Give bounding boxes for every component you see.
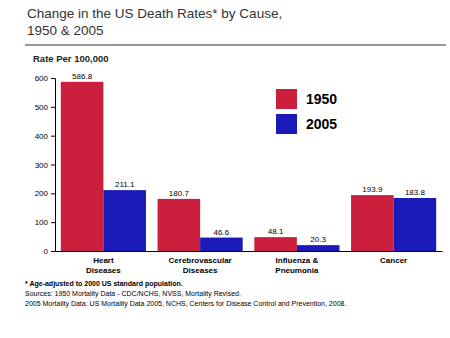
data-label: 586.8 bbox=[72, 72, 93, 81]
footnote: Sources: 1950 Mortality Data - CDC/NCHS,… bbox=[25, 290, 241, 298]
data-label: 180.7 bbox=[169, 189, 190, 198]
x-tick: HeartDiseases bbox=[86, 251, 121, 275]
data-label: 46.6 bbox=[214, 228, 230, 237]
x-axis: HeartDiseasesCerebrovascularDiseasesInfl… bbox=[56, 251, 443, 275]
bar bbox=[351, 195, 394, 251]
y-tick: 300 bbox=[35, 161, 55, 170]
data-label: 183.8 bbox=[405, 188, 426, 197]
x-tick-label: HeartDiseases bbox=[86, 256, 121, 275]
y-tick-label: 400 bbox=[35, 132, 49, 141]
y-tick-label: 500 bbox=[35, 103, 49, 112]
data-label: 20.3 bbox=[310, 235, 326, 244]
y-tick-label: 100 bbox=[35, 218, 49, 227]
bar bbox=[394, 198, 437, 251]
title-line: Change in the US Death Rates* by Cause, bbox=[27, 6, 282, 21]
y-tick-label: 0 bbox=[44, 247, 49, 256]
y-tick: 600 bbox=[35, 74, 55, 83]
x-tick: Influenza &Pneumonia bbox=[275, 251, 319, 275]
bar bbox=[254, 237, 297, 251]
bar bbox=[297, 245, 340, 251]
y-tick: 500 bbox=[35, 103, 55, 112]
legend-swatch bbox=[276, 114, 297, 134]
x-axis-line bbox=[56, 251, 443, 252]
data-label: 48.1 bbox=[268, 227, 284, 236]
footnote: * Age-adjusted to 2000 US standard popul… bbox=[25, 280, 183, 288]
x-tick-label-line: Heart bbox=[93, 256, 114, 265]
y-tick: 100 bbox=[35, 218, 55, 227]
legend: 1950 2005 bbox=[276, 89, 337, 134]
data-label: 193.9 bbox=[362, 185, 383, 194]
x-tick-label: Cancer bbox=[380, 256, 407, 265]
x-tick: Cancer bbox=[380, 251, 407, 265]
x-tick-label-line: Cerebrovascular bbox=[169, 256, 232, 265]
x-tick-label-line: Cancer bbox=[380, 256, 407, 265]
bar bbox=[61, 82, 104, 251]
footnote: 2005 Mortality Data: US Mortality Data 2… bbox=[25, 300, 346, 308]
title-line: 1950 & 2005 bbox=[27, 23, 104, 38]
bars bbox=[61, 82, 436, 251]
legend-item: 2005 bbox=[276, 114, 337, 134]
data-label: 211.1 bbox=[115, 180, 135, 189]
y-tick-mark bbox=[51, 136, 55, 137]
y-tick: 0 bbox=[44, 247, 55, 256]
y-tick-label: 600 bbox=[35, 74, 49, 83]
x-tick-label: Influenza &Pneumonia bbox=[275, 256, 319, 275]
legend-label: 1950 bbox=[306, 91, 337, 107]
bar bbox=[200, 238, 243, 251]
title-rule bbox=[25, 44, 446, 45]
legend-label: 2005 bbox=[306, 116, 337, 132]
y-tick-label: 200 bbox=[35, 189, 49, 198]
y-label: Rate Per 100,000 bbox=[33, 53, 109, 64]
x-tick-label: CerebrovascularDiseases bbox=[169, 256, 232, 275]
chart: Change in the US Death Rates* by Cause, 1… bbox=[0, 0, 450, 338]
footnotes: * Age-adjusted to 2000 US standard popul… bbox=[25, 280, 346, 308]
y-tick-label: 300 bbox=[35, 161, 49, 170]
legend-item: 1950 bbox=[276, 89, 337, 109]
x-tick: CerebrovascularDiseases bbox=[169, 251, 232, 275]
y-tick: 200 bbox=[35, 189, 55, 198]
x-tick-label-line: Influenza & bbox=[276, 256, 319, 265]
x-tick-label-line: Pneumonia bbox=[275, 266, 319, 275]
y-axis: 0 100 200 300 400 500 600 bbox=[35, 74, 56, 256]
x-tick-label-line: Diseases bbox=[86, 266, 121, 275]
title: Change in the US Death Rates* by Cause, 1… bbox=[27, 6, 282, 38]
y-tick-mark bbox=[51, 251, 55, 252]
y-tick-mark bbox=[51, 222, 55, 223]
y-tick-mark bbox=[51, 78, 55, 79]
x-tick-label-line: Diseases bbox=[183, 266, 218, 275]
bar bbox=[158, 199, 201, 251]
data-labels: 586.8 180.7 48.1 193.9 211.1 46.6 20.3 183.8 bbox=[72, 72, 425, 244]
legend-swatch bbox=[276, 89, 297, 109]
bar bbox=[103, 190, 146, 251]
y-tick-mark bbox=[51, 107, 55, 108]
y-axis-line bbox=[51, 79, 56, 252]
y-tick-mark bbox=[51, 193, 55, 194]
y-tick-mark bbox=[51, 165, 55, 166]
y-tick: 400 bbox=[35, 132, 55, 141]
